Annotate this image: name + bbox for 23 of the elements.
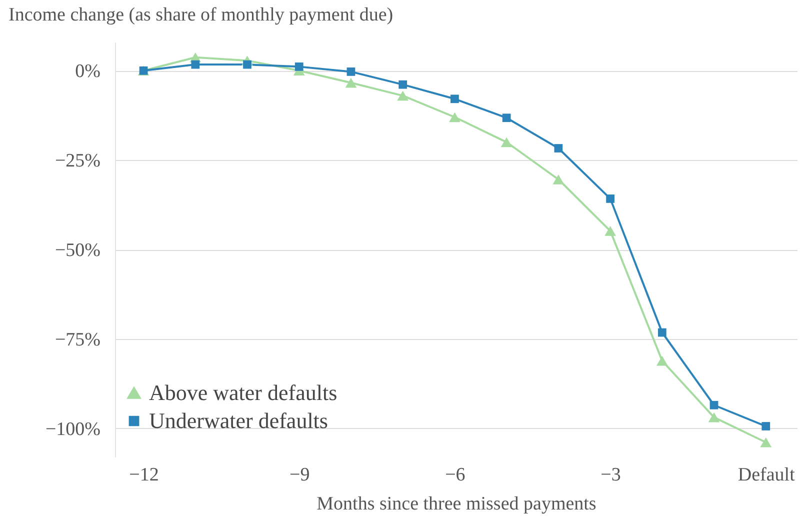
x-tick-label: −9 xyxy=(290,464,310,486)
y-tick-label: −75% xyxy=(54,329,101,350)
point xyxy=(552,174,564,184)
point xyxy=(760,437,772,448)
point xyxy=(604,226,616,236)
x-tick-label: −3 xyxy=(600,464,621,486)
point xyxy=(397,90,409,101)
point xyxy=(708,412,720,422)
y-tick-label: −100% xyxy=(45,418,101,440)
x-tick-label: −6 xyxy=(445,464,466,486)
y-axis-title: Income change (as share of monthly payment due) xyxy=(8,4,394,26)
legend-label: Underwater defaults xyxy=(149,408,328,433)
x-axis-title: Months since three missed payments xyxy=(316,494,596,514)
y-tick-label: −25% xyxy=(54,150,101,172)
x-tick-label: Default xyxy=(738,464,796,486)
point xyxy=(345,78,357,88)
x-tick-label: −12 xyxy=(129,464,159,486)
point xyxy=(656,356,668,366)
point xyxy=(500,137,512,148)
y-tick-label: −50% xyxy=(54,240,101,261)
legend-label: Above water defaults xyxy=(149,380,338,405)
y-tick-label: 0% xyxy=(75,61,101,82)
point xyxy=(449,112,460,122)
